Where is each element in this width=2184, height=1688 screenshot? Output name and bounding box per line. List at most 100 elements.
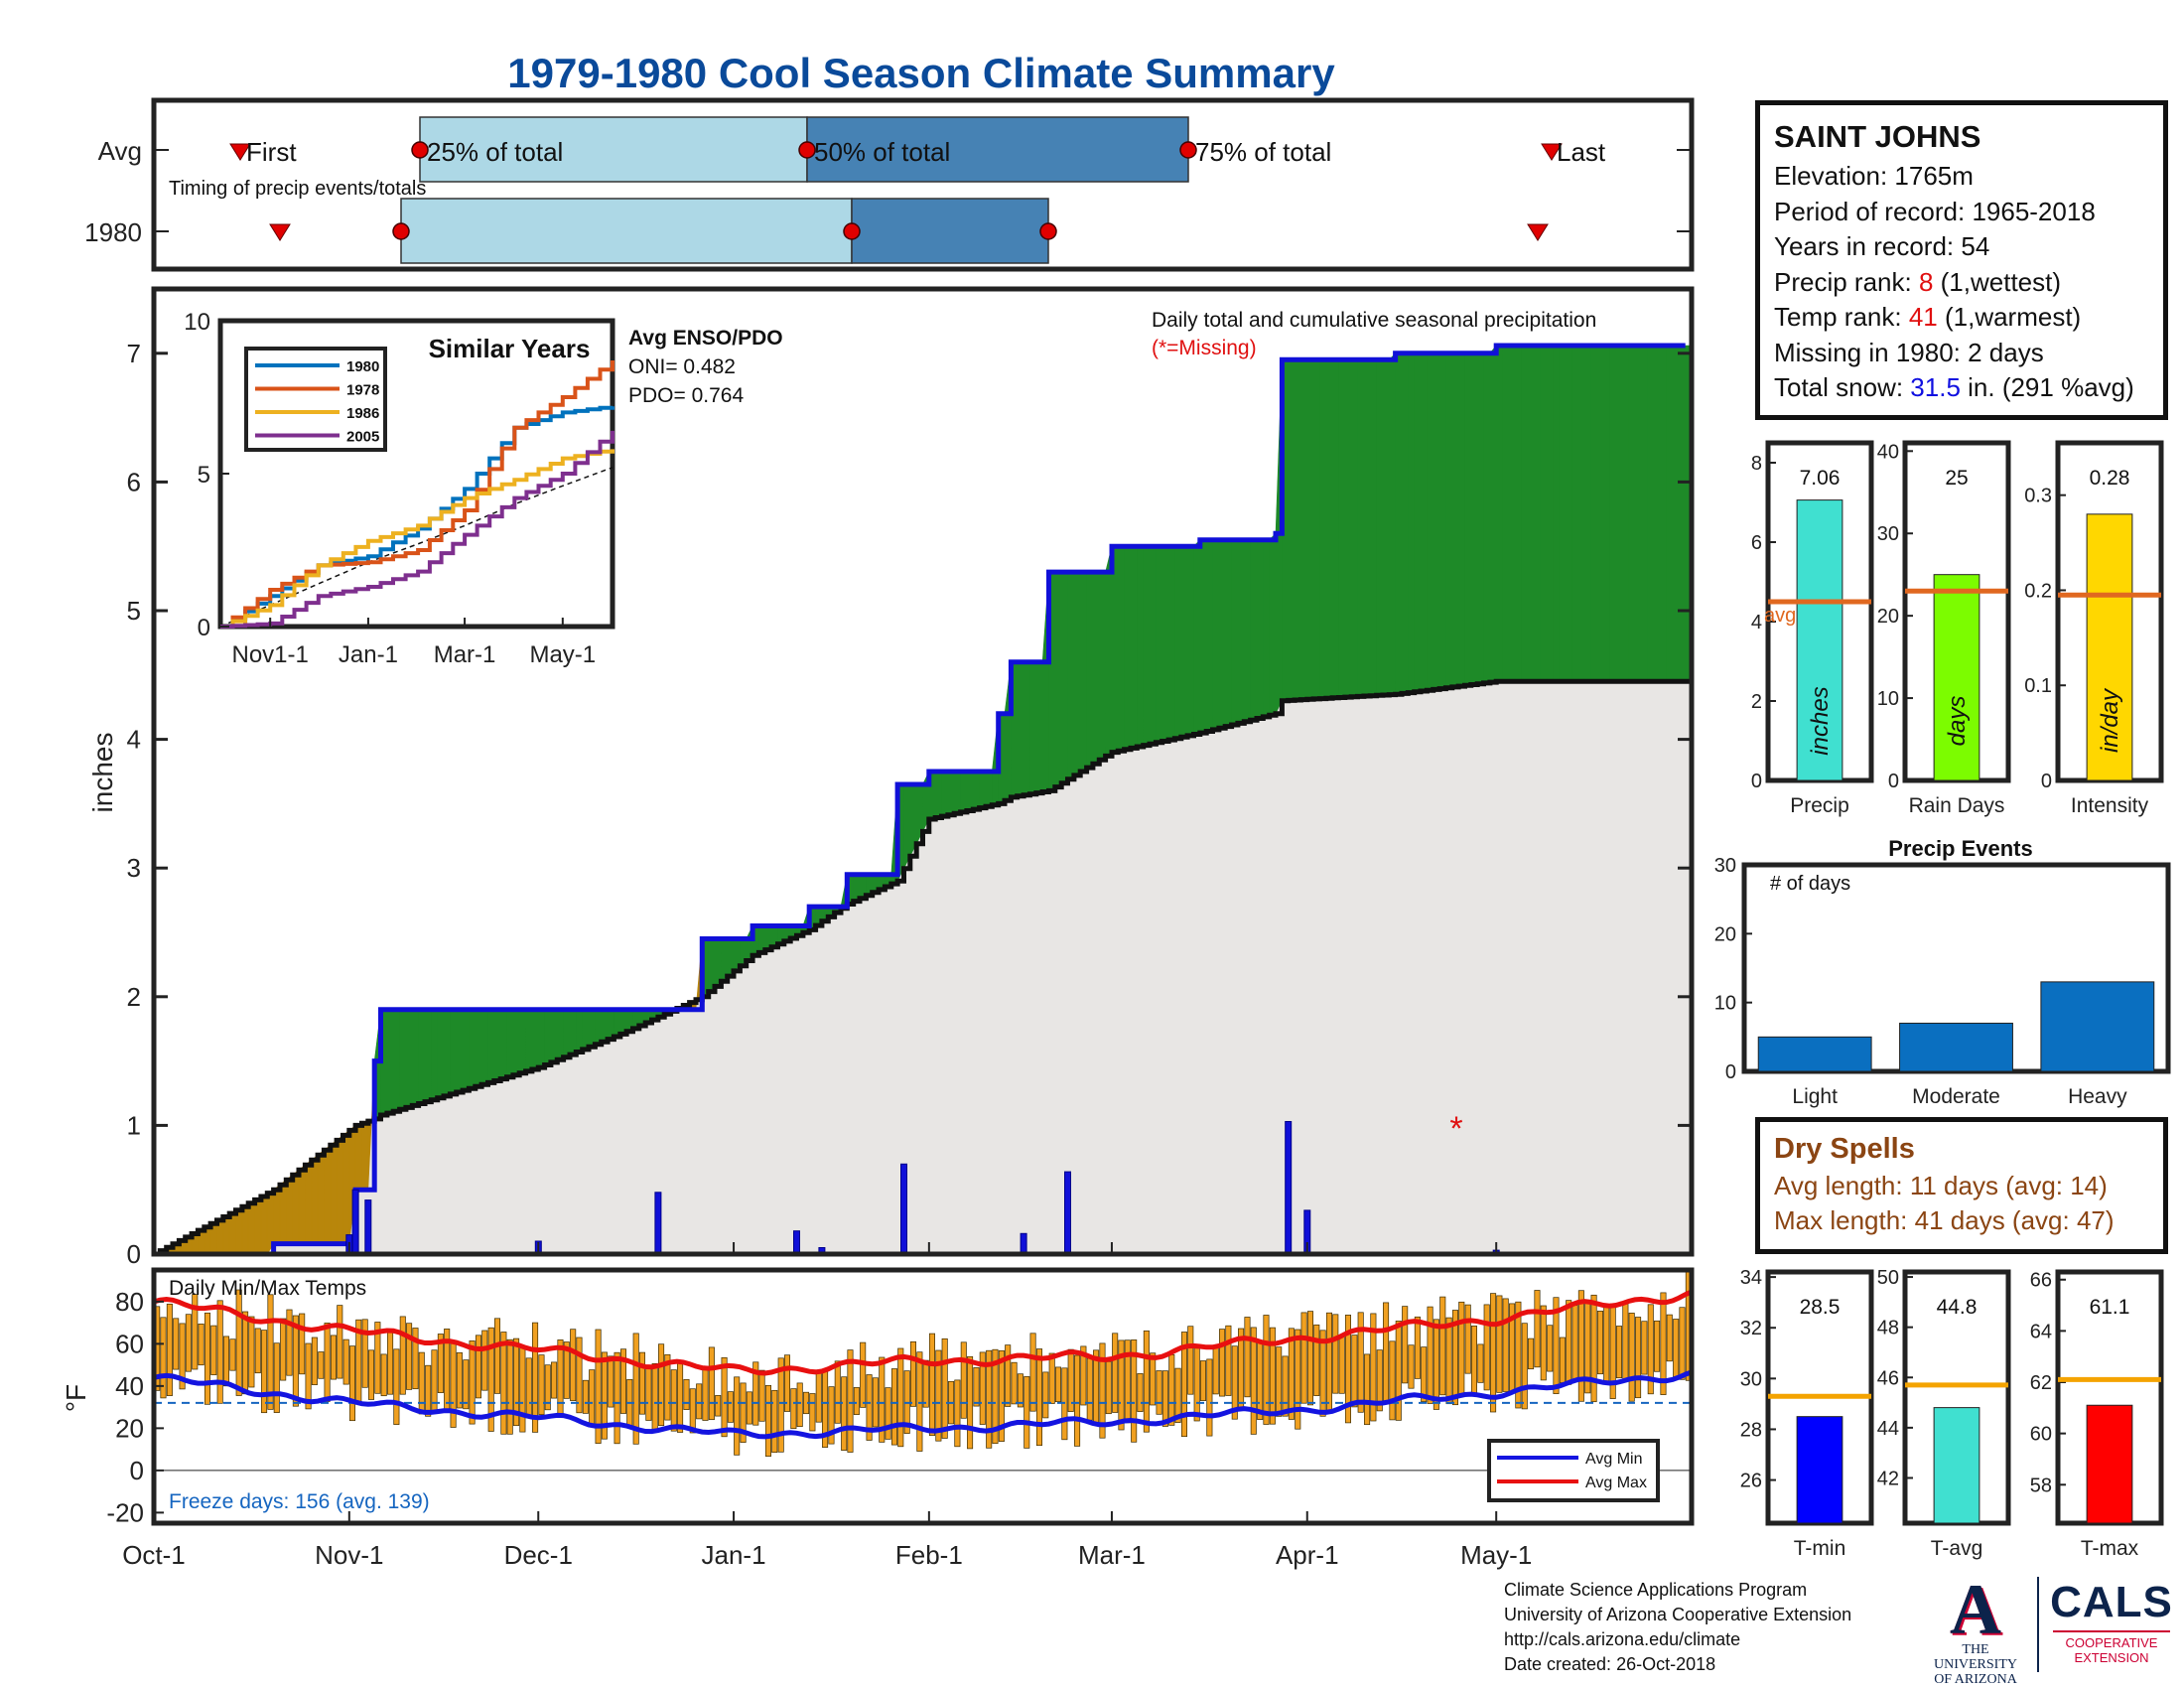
dry-spells-max: Max length: 41 days (avg: 47) <box>1774 1205 2115 1235</box>
daily-temp-bar <box>1282 1355 1289 1417</box>
mini-temp-2-ytick-label: 64 <box>2030 1321 2052 1342</box>
daily-temp-bar <box>280 1318 287 1381</box>
avg-cumulative-fill <box>154 681 1692 1254</box>
timing-1980-q50-marker <box>843 222 861 240</box>
daily-temp-bar <box>1559 1336 1566 1383</box>
timing-row-avg: Avg <box>98 136 142 166</box>
daily-temp-bar <box>216 1300 223 1404</box>
mini-temp-0-ytick-label: 34 <box>1740 1267 1762 1289</box>
mini-precip-2-ytick-label: 0.3 <box>2024 486 2052 507</box>
temps-legend: Avg Min Avg Max <box>1487 1439 1660 1502</box>
daily-temp-bar <box>1376 1349 1383 1412</box>
timing-avg-last-marker <box>1541 143 1563 161</box>
daily-temp-bar <box>1319 1330 1326 1417</box>
cumulative-1980-line <box>154 343 1686 1257</box>
mini-temp-2-ytick-label: 62 <box>2030 1372 2052 1394</box>
daily-temp-bar <box>1161 1370 1168 1427</box>
daily-temp-bar <box>367 1349 374 1400</box>
daily-temp-bar <box>475 1335 481 1399</box>
mini-temp-0-ytick-label: 26 <box>1740 1471 1762 1492</box>
ua-logo: A THE UNIVERSITY OF ARIZONA <box>1921 1574 2030 1687</box>
daily-temp-bar <box>324 1323 331 1402</box>
inset-ytick-label: 0 <box>198 615 210 641</box>
mini-temp-0-ytick-label: 28 <box>1740 1419 1762 1441</box>
daily-temp-bar <box>1269 1327 1276 1425</box>
daily-temp-bar <box>248 1316 255 1388</box>
mini-precip-2: 0 0.1 0.2 0.3 0.28 Intensity in/day <box>2024 440 2164 817</box>
daily-temp-bar <box>879 1356 886 1443</box>
date-x-axis: Oct-1 Nov-1 Dec-1 Jan-1 Feb-1 Mar-1 Apr-1 May-1 <box>122 1242 1532 1570</box>
daily-temp-bar <box>752 1361 759 1426</box>
daily-temp-bar <box>1577 1290 1584 1402</box>
temps-ytick-label: 0 <box>130 1456 144 1485</box>
inset-avg-line <box>219 467 614 628</box>
avg-max-line <box>153 1289 1694 1376</box>
temps-panel: 80 60 40 20 0 -20 Daily Min/Max Temps °F Free… <box>61 1267 1695 1527</box>
daily-temp-bar <box>1654 1320 1661 1372</box>
ua-text-2: OF ARIZONA <box>1934 1672 2017 1687</box>
mini-temp-0-label: T-min <box>1794 1537 1846 1560</box>
mini-precip-2-ytick-label: 0.1 <box>2024 675 2052 697</box>
daily-temp-bar <box>1439 1296 1446 1396</box>
daily-temp-bar <box>1150 1352 1157 1406</box>
daily-temp-bar <box>412 1328 419 1390</box>
inset-title: Similar Years <box>429 334 591 363</box>
temps-ytick-label: 20 <box>115 1413 144 1443</box>
timing-q50-label: 50% of total <box>814 137 950 167</box>
inset-series-line <box>220 430 614 629</box>
daily-temp-bar <box>809 1393 816 1432</box>
daily-temp-bar <box>1250 1327 1257 1435</box>
daily-temp-bar <box>292 1315 299 1407</box>
daily-temp-bar <box>1024 1376 1030 1449</box>
daily-temp-bar <box>783 1354 790 1412</box>
cals-sub-1: COOPERATIVE <box>2065 1635 2158 1650</box>
daily-temp-bar <box>1131 1339 1138 1443</box>
daily-temp-bar <box>1596 1311 1604 1375</box>
dry-spells-title: Dry Spells <box>1774 1133 1915 1165</box>
daily-temp-bar <box>1433 1319 1439 1410</box>
daily-temp-bar <box>1679 1307 1686 1380</box>
daily-temp-bar <box>1666 1314 1673 1362</box>
precip-ytick-label: 4 <box>127 725 141 755</box>
daily-temp-bar <box>860 1341 867 1408</box>
daily-temp-bar <box>935 1349 942 1442</box>
daily-temp-bar <box>696 1383 703 1420</box>
mini-temp-2: 58 60 62 64 66 61.1 T-max <box>2030 1269 2164 1560</box>
daily-temp-bar <box>399 1316 406 1395</box>
mini-temp-0-value: 28.5 <box>1800 1296 1841 1319</box>
daily-temp-bar <box>1566 1300 1572 1385</box>
daily-temp-bar <box>273 1342 280 1413</box>
daily-temp-bar <box>790 1388 797 1430</box>
inset-series-line <box>220 360 614 629</box>
daily-temp-bar <box>619 1348 626 1414</box>
mini-temp-2-ytick-label: 58 <box>2030 1475 2052 1496</box>
timing-1980-q25-marker <box>392 222 410 240</box>
legend-avg-max: Avg Max <box>1585 1475 1647 1491</box>
daily-temp-bar <box>337 1305 343 1379</box>
events-bar <box>1757 1036 1872 1072</box>
daily-temp-bar <box>928 1333 935 1437</box>
daily-temp-bar <box>513 1337 520 1427</box>
daily-temp-bar <box>1112 1333 1119 1413</box>
mini-precip-0: 0 2 4 6 8 7.06 Precip inches avg <box>1751 440 1874 817</box>
cals-text: CALS <box>2050 1578 2173 1626</box>
mini-precip-1-ytick-label: 40 <box>1877 441 1899 463</box>
daily-temp-bar <box>348 1345 355 1422</box>
daily-temp-bar <box>267 1294 274 1410</box>
daily-temp-bar <box>986 1349 993 1449</box>
daily-temp-bar <box>651 1362 658 1431</box>
cals-sub-2: EXTENSION <box>2074 1650 2149 1665</box>
daily-temp-bar <box>1143 1330 1150 1433</box>
precip-ytick-label: 0 <box>127 1239 141 1269</box>
events-bar <box>1899 1022 2013 1072</box>
daily-temp-bar <box>683 1378 690 1410</box>
daily-temp-bar <box>1067 1348 1074 1412</box>
daily-temp-bar <box>601 1351 608 1440</box>
daily-temp-bar <box>204 1312 211 1405</box>
daily-temp-bar <box>1445 1317 1452 1405</box>
daily-temp-bar <box>173 1318 180 1370</box>
x-tick-label: Oct-1 <box>122 1540 186 1570</box>
daily-temp-bar <box>1540 1305 1547 1381</box>
daily-temp-bar <box>589 1369 596 1425</box>
station-info-box: SAINT JOHNS Elevation: 1765m Period of r… <box>1755 100 2168 420</box>
